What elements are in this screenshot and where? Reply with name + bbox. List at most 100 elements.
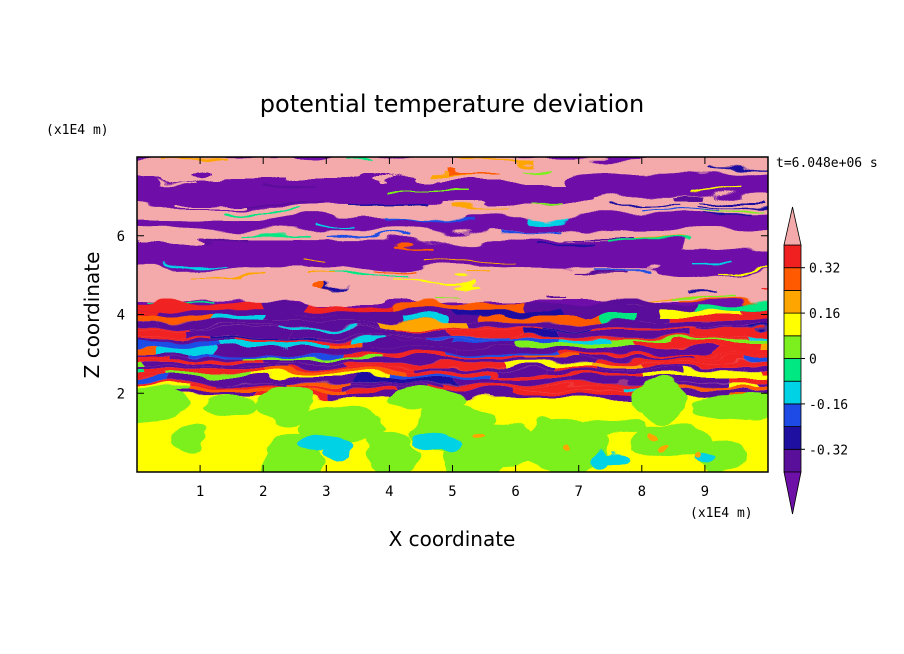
contour-strip xyxy=(638,353,768,357)
contour-strip xyxy=(583,385,626,389)
time-label: t=6.048e+06 s xyxy=(776,156,878,171)
contour-band xyxy=(868,123,904,157)
contour-line xyxy=(705,167,768,170)
contour-strip xyxy=(467,321,605,328)
contour-strip xyxy=(799,370,857,375)
contour-strip xyxy=(559,338,615,342)
contour-line xyxy=(673,299,733,302)
contour-strip xyxy=(344,385,427,389)
contour-line xyxy=(243,236,314,239)
contour-strip xyxy=(599,315,636,322)
contour-strip xyxy=(694,327,747,330)
contour-strip xyxy=(217,383,284,386)
contour-strip xyxy=(458,392,611,398)
contour-strip xyxy=(189,327,279,330)
contour-strip xyxy=(137,392,255,398)
contour-spot xyxy=(565,445,572,453)
contour-spot xyxy=(645,433,654,443)
contour-line xyxy=(519,166,545,169)
contour-strip xyxy=(746,336,768,339)
contour-strip xyxy=(383,353,445,357)
colorbar: 0.32 0.16 0 -0.16 -0.32 xyxy=(783,206,848,515)
contour-strip xyxy=(448,315,480,322)
contour-strip xyxy=(635,315,669,322)
colorbar-label: 0 xyxy=(809,353,817,368)
contour-line xyxy=(540,299,561,302)
contour-strip xyxy=(246,356,385,359)
contour-spot xyxy=(697,452,705,461)
contour-line xyxy=(561,238,634,241)
contour-strip xyxy=(610,336,747,339)
contour-line xyxy=(375,269,421,272)
contour-strip xyxy=(159,309,307,316)
contour-region xyxy=(296,406,387,448)
contour-spot xyxy=(472,433,488,439)
contour-strip xyxy=(364,341,518,347)
contour-pocket xyxy=(413,431,448,453)
contour-strip xyxy=(726,383,757,386)
x-tick-label: 9 xyxy=(701,484,709,500)
contour-strip xyxy=(137,356,174,359)
contour-strip xyxy=(556,353,639,357)
contour-strip xyxy=(345,353,384,357)
contour-line xyxy=(163,264,224,267)
colorbar-bin xyxy=(783,289,802,314)
contour-strip xyxy=(523,329,559,337)
contour-strip xyxy=(447,329,524,337)
colorbar-bin xyxy=(783,312,802,337)
contour-strip xyxy=(711,366,743,370)
contour-strip xyxy=(677,388,746,393)
contour-strip xyxy=(505,362,593,367)
contour-strip xyxy=(745,309,768,316)
contour-line xyxy=(673,198,703,201)
contour-strip xyxy=(318,336,426,339)
contour-strip xyxy=(454,356,522,359)
contour-strip xyxy=(356,358,467,363)
contour-strip xyxy=(265,315,404,322)
contour-line xyxy=(433,294,456,297)
contour-line xyxy=(497,228,559,231)
contour-strip xyxy=(605,303,698,310)
contour-strip xyxy=(137,327,190,330)
contour-band xyxy=(658,247,768,273)
contour-strip xyxy=(614,338,768,342)
contour-strip xyxy=(173,356,247,359)
contour-line xyxy=(383,187,476,190)
contour-strip xyxy=(137,385,191,389)
x-tick-label: 6 xyxy=(511,484,519,500)
contour-strip xyxy=(243,377,353,384)
contour-band xyxy=(627,131,894,156)
contour-line xyxy=(689,191,741,194)
contour-strip xyxy=(263,358,357,363)
colorbar-label: -0.32 xyxy=(809,443,848,458)
contour-strip xyxy=(357,327,393,330)
y-unit-label: (x1E4 m) xyxy=(46,123,109,138)
contour-strip xyxy=(352,377,455,384)
contour-strip xyxy=(760,341,768,347)
contour-plot-area xyxy=(137,123,904,472)
contour-line xyxy=(159,158,234,161)
contour-strip xyxy=(513,388,559,393)
contour-line xyxy=(699,212,766,215)
colorbar-bin xyxy=(783,448,802,473)
contour-region xyxy=(137,387,191,421)
contour-line xyxy=(454,172,498,175)
contour-strip xyxy=(558,329,690,337)
contour-strip xyxy=(403,315,449,322)
y-tick-label: 4 xyxy=(117,308,125,324)
contour-strip xyxy=(137,377,167,384)
contour-region xyxy=(629,424,715,460)
contour-strip xyxy=(697,303,768,310)
y-tick-label: 6 xyxy=(117,229,125,245)
contour-strip xyxy=(232,338,352,342)
contour-strip xyxy=(576,356,637,359)
contour-line xyxy=(696,207,768,210)
contour-spot xyxy=(657,448,664,456)
contour-strip xyxy=(466,358,596,363)
contour-line xyxy=(237,202,326,205)
contour-strip xyxy=(715,346,768,354)
y-axis-ticks: 2 4 6 xyxy=(117,229,768,402)
colorbar-under-arrow xyxy=(783,471,802,515)
contour-strip xyxy=(262,303,306,310)
x-tick-label: 5 xyxy=(448,484,456,500)
